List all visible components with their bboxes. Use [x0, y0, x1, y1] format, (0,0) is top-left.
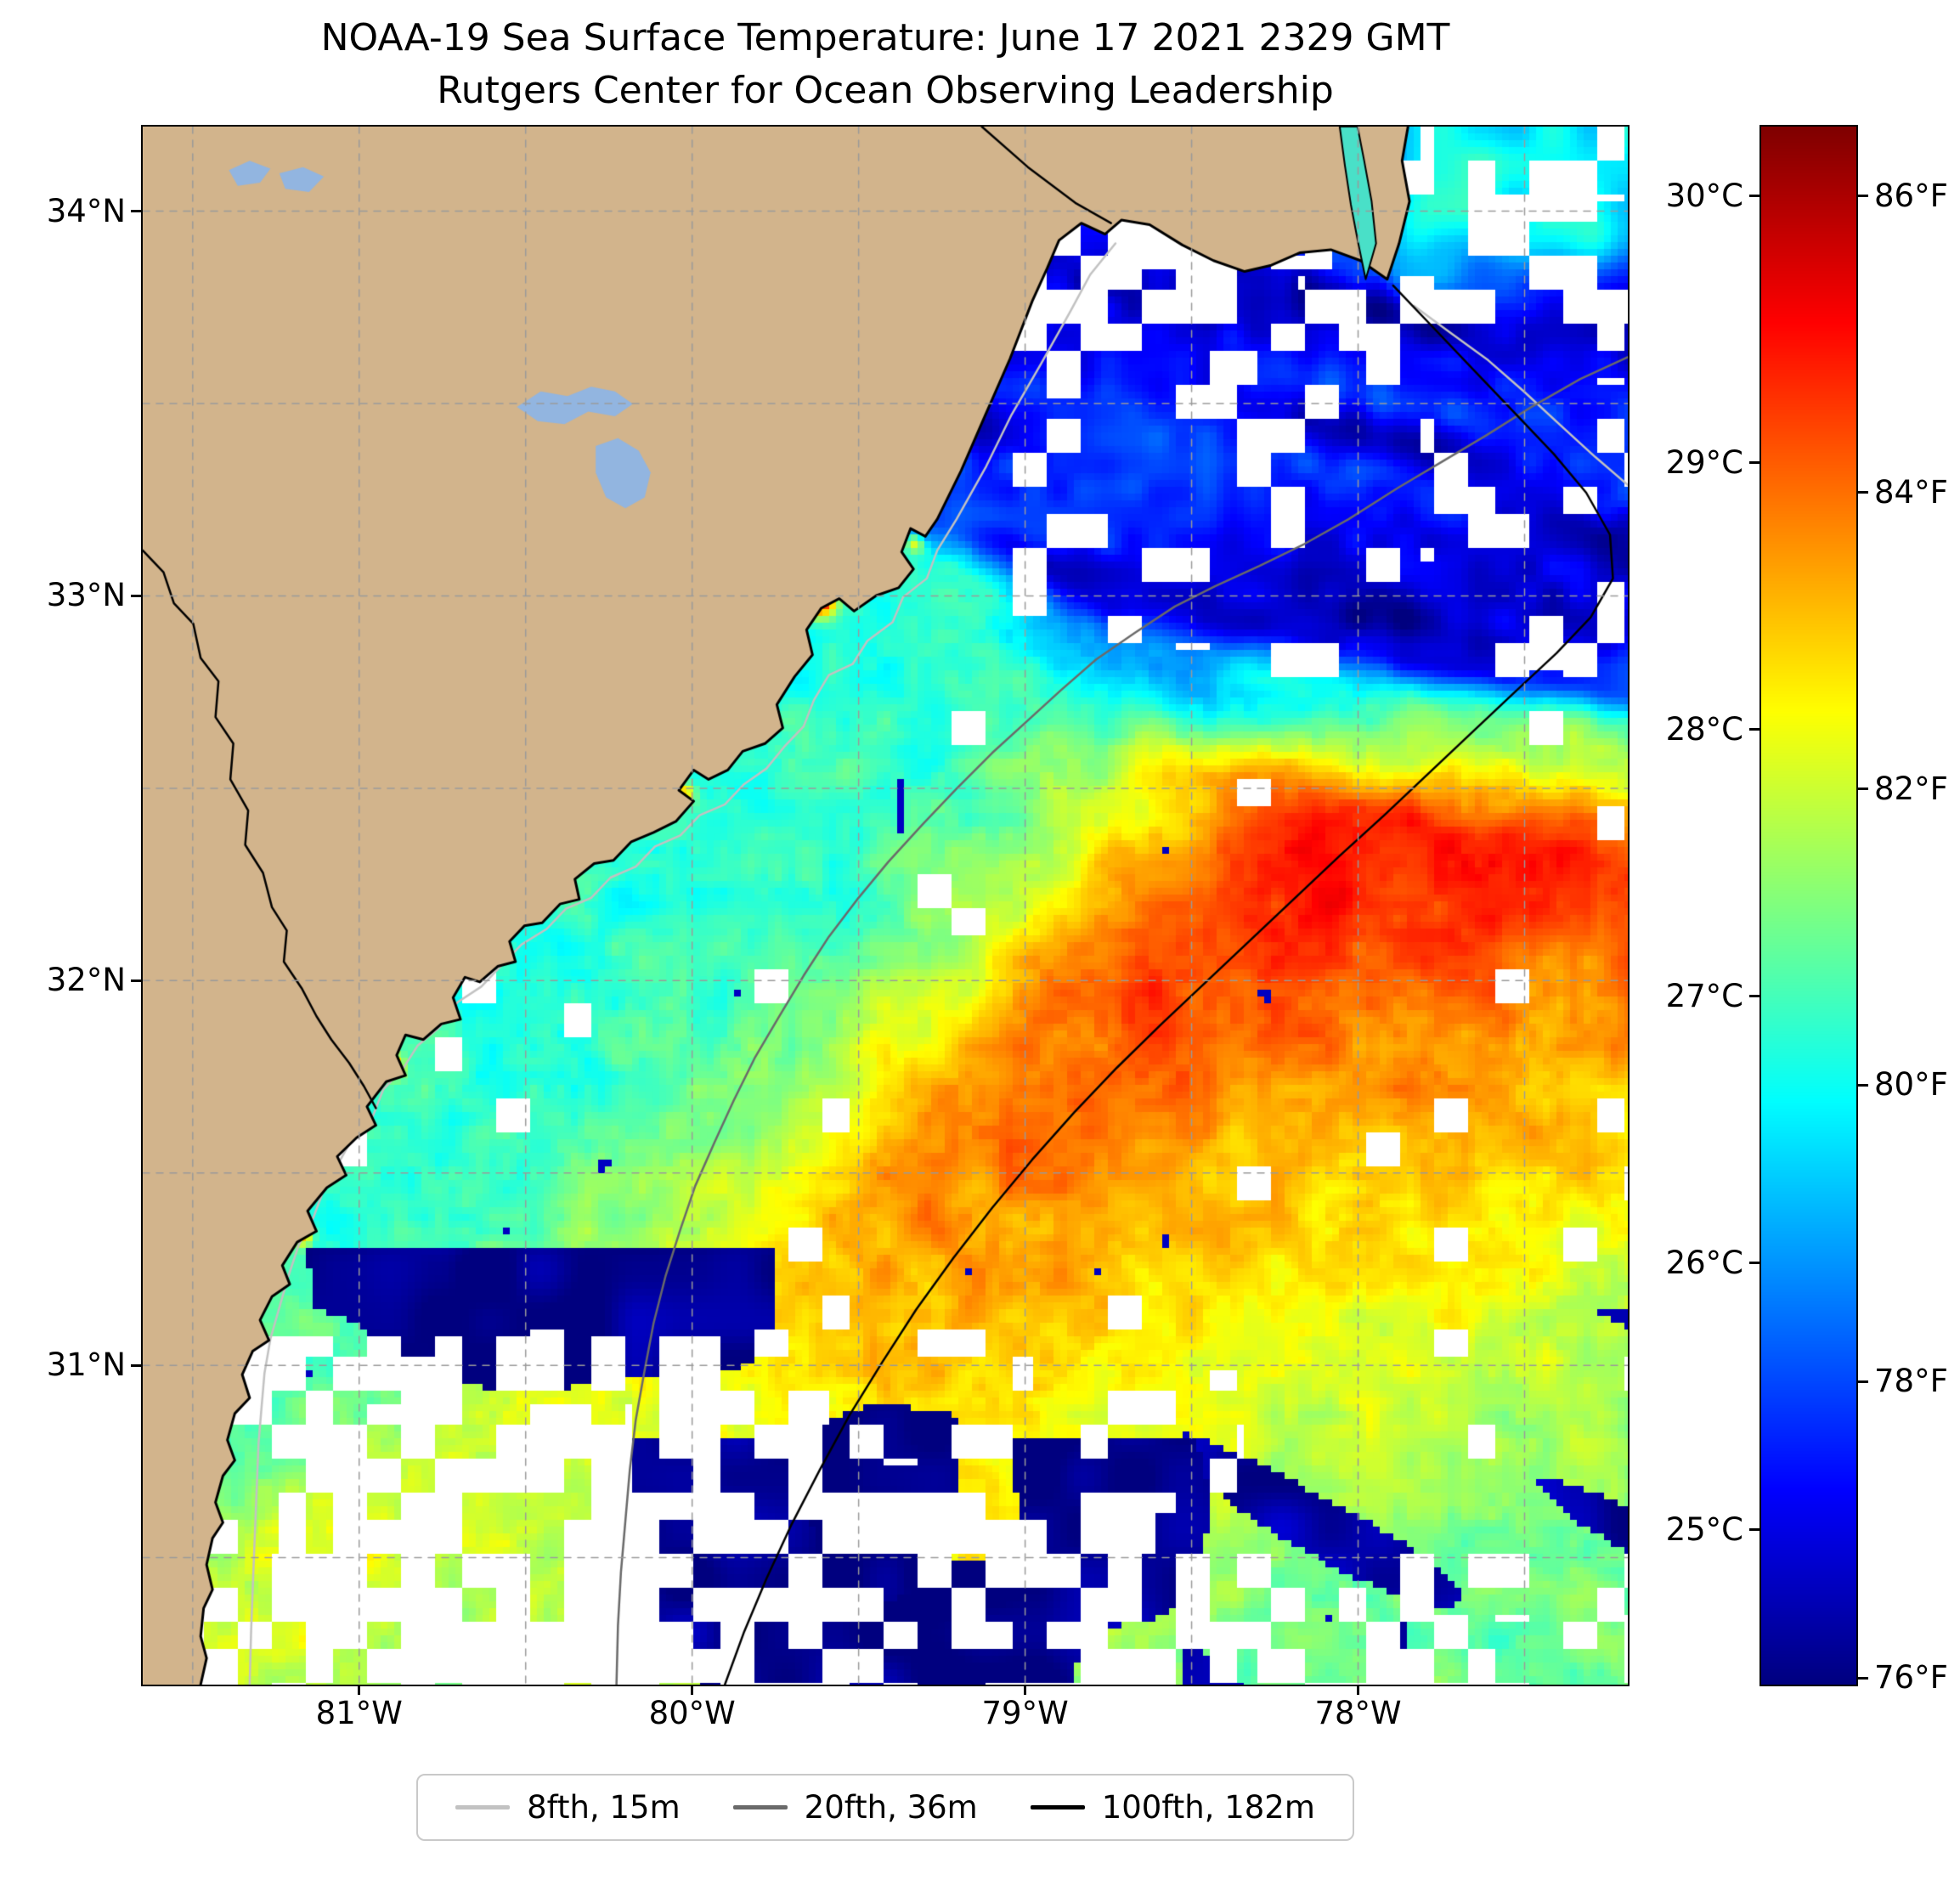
colorbar-canvas: [1761, 127, 1856, 1685]
colorbar-fahrenheit-tick-label: 76°F: [1874, 1659, 1948, 1697]
colorbar-fahrenheit-tick-mark: [1858, 1676, 1868, 1680]
map-frame: [141, 125, 1630, 1686]
colorbar-celsius-tick-mark: [1749, 995, 1759, 998]
colorbar-fahrenheit-tick-label: 78°F: [1874, 1363, 1948, 1400]
legend-item: 20fth, 36m: [732, 1789, 978, 1826]
legend-line-sample: [455, 1805, 511, 1809]
y-tick-mark: [131, 210, 141, 213]
x-tick-mark: [1024, 1685, 1027, 1695]
legend-label: 20fth, 36m: [804, 1789, 978, 1826]
colorbar-fahrenheit-tick-mark: [1858, 788, 1868, 791]
colorbar-fahrenheit-tick-mark: [1858, 491, 1868, 494]
legend-item: 100fth, 182m: [1030, 1789, 1315, 1826]
colorbar-fahrenheit-tick-label: 80°F: [1874, 1066, 1948, 1104]
legend-wrap: 8fth, 15m 20fth, 36m 100fth, 182m: [143, 1774, 1628, 1841]
colorbar-celsius-tick-label: 25°C: [1665, 1510, 1743, 1548]
sst-map-canvas: [143, 127, 1628, 1685]
colorbar-celsius-tick-label: 29°C: [1665, 443, 1743, 481]
x-tick-label: 78°W: [1314, 1695, 1402, 1731]
title-block: NOAA-19 Sea Surface Temperature: June 17…: [143, 12, 1628, 118]
colorbar-fahrenheit-tick-mark: [1858, 1380, 1868, 1383]
colorbar-celsius-tick-mark: [1749, 461, 1759, 465]
colorbar-celsius-tick-mark: [1749, 195, 1759, 198]
chart-title: NOAA-19 Sea Surface Temperature: June 17…: [320, 16, 1450, 59]
colorbar-fahrenheit-tick-label: 82°F: [1874, 770, 1948, 807]
colorbar-celsius-tick-label: 27°C: [1665, 977, 1743, 1014]
y-tick-label: 31°N: [46, 1346, 126, 1384]
legend-line-sample: [1030, 1805, 1085, 1809]
colorbar-fahrenheit-tick-label: 86°F: [1874, 177, 1948, 214]
x-tick-mark: [1357, 1685, 1360, 1695]
y-tick-mark: [131, 594, 141, 597]
legend-item: 8fth, 15m: [455, 1789, 681, 1826]
y-tick-mark: [131, 979, 141, 982]
colorbar-fahrenheit-tick-mark: [1858, 195, 1868, 198]
colorbar: [1759, 125, 1858, 1686]
x-tick-mark: [358, 1685, 361, 1695]
colorbar-fahrenheit-tick-label: 84°F: [1874, 473, 1948, 511]
y-tick-label: 33°N: [46, 577, 126, 614]
x-tick-label: 80°W: [648, 1695, 736, 1731]
y-tick-label: 32°N: [46, 962, 126, 999]
legend-line-sample: [732, 1805, 788, 1809]
colorbar-celsius-tick-label: 30°C: [1665, 177, 1743, 214]
x-tick-mark: [691, 1685, 694, 1695]
colorbar-celsius-tick-label: 28°C: [1665, 710, 1743, 748]
legend-label: 8fth, 15m: [527, 1789, 681, 1826]
y-tick-mark: [131, 1363, 141, 1367]
x-tick-label: 79°W: [981, 1695, 1069, 1731]
colorbar-celsius-tick-mark: [1749, 1528, 1759, 1532]
colorbar-celsius-tick-mark: [1749, 1262, 1759, 1265]
legend: 8fth, 15m 20fth, 36m 100fth, 182m: [416, 1774, 1354, 1841]
colorbar-celsius-tick-label: 26°C: [1665, 1244, 1743, 1281]
legend-label: 100fth, 182m: [1101, 1789, 1315, 1826]
colorbar-fahrenheit-tick-mark: [1858, 1083, 1868, 1087]
colorbar-celsius-tick-mark: [1749, 728, 1759, 731]
chart-subtitle: Rutgers Center for Ocean Observing Leade…: [437, 69, 1334, 113]
x-tick-label: 81°W: [315, 1695, 403, 1731]
y-tick-label: 34°N: [46, 192, 126, 229]
